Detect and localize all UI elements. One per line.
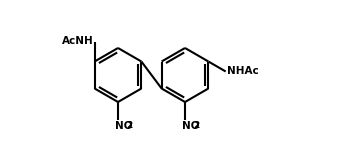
Text: 2: 2: [126, 121, 132, 130]
Text: NO: NO: [115, 121, 132, 131]
Text: AcNH: AcNH: [62, 36, 94, 46]
Text: 2: 2: [193, 121, 199, 130]
Text: NHAc: NHAc: [227, 67, 258, 76]
Text: NO: NO: [182, 121, 200, 131]
